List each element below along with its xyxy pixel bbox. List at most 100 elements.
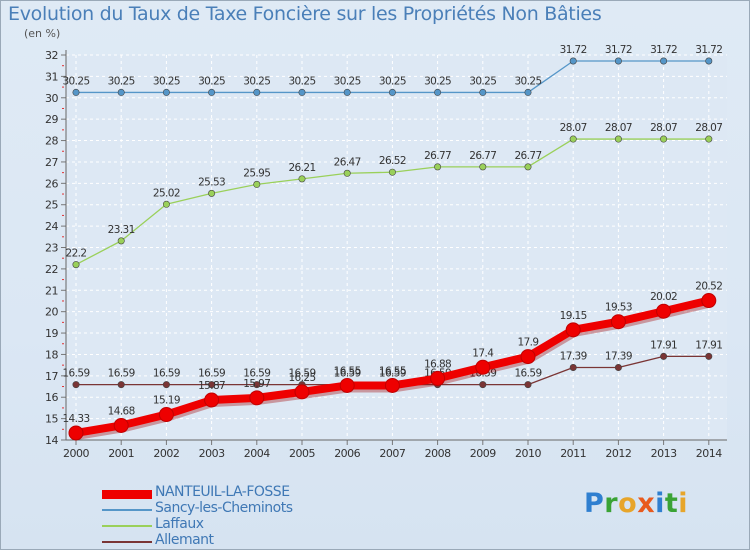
y-tick-label: 16 <box>45 391 58 404</box>
data-point <box>298 175 306 183</box>
data-point <box>117 237 125 245</box>
legend-item-nanteuil[interactable]: NANTEUIL-LA-FOSSE <box>102 484 362 502</box>
data-label: 14.33 <box>62 413 89 425</box>
data-point <box>162 88 170 96</box>
data-point <box>113 417 129 433</box>
data-label: 28.07 <box>605 122 632 134</box>
data-label: 16.88 <box>424 358 451 370</box>
data-label: 31.72 <box>695 44 722 56</box>
data-point <box>660 352 668 360</box>
data-point <box>117 88 125 96</box>
data-point <box>294 384 310 400</box>
data-label: 30.25 <box>198 75 225 87</box>
logo-letter: x <box>637 488 656 519</box>
logo-letter: o <box>618 488 638 519</box>
legend-label: Allemant <box>155 532 214 548</box>
data-label: 16.59 <box>379 368 406 380</box>
logo-letter: r <box>604 488 619 519</box>
data-label: 20.52 <box>695 281 722 293</box>
data-label: 26.47 <box>334 156 361 168</box>
data-point <box>610 314 626 330</box>
y-tick-label: 15 <box>45 413 58 426</box>
x-tick-label: 2002 <box>153 447 179 460</box>
y-tick-label: 32 <box>45 49 58 62</box>
data-label: 26.52 <box>379 155 406 167</box>
y-tick-label: 18 <box>45 348 58 361</box>
y-tick-label: 24 <box>45 220 58 233</box>
x-tick-label: 2013 <box>651 447 677 460</box>
data-label: 26.77 <box>424 150 451 162</box>
data-label: 16.59 <box>108 368 135 380</box>
data-label: 16.59 <box>198 368 225 380</box>
data-point <box>388 168 396 176</box>
data-label: 30.25 <box>469 75 496 87</box>
y-tick-label: 20 <box>45 306 58 319</box>
y-tick-label: 25 <box>45 199 58 212</box>
logo-letter: i <box>678 488 689 519</box>
data-point <box>524 163 532 171</box>
y-tick-label: 21 <box>45 284 58 297</box>
y-tick-label: 30 <box>45 92 58 105</box>
legend-item-laffaux[interactable]: Laffaux <box>102 516 362 534</box>
data-label: 16.59 <box>243 368 270 380</box>
proxiti-logo: Proxiti <box>584 488 688 519</box>
data-point <box>475 359 491 375</box>
y-tick-label: 26 <box>45 177 58 190</box>
data-label: 17.4 <box>472 347 494 359</box>
data-point <box>705 57 713 65</box>
data-label: 16.59 <box>334 368 361 380</box>
data-point <box>208 381 216 389</box>
data-label: 16.55 <box>334 365 361 377</box>
data-label: 30.25 <box>334 75 361 87</box>
legend-swatch-nanteuil <box>102 490 152 499</box>
legend-item-allemant[interactable]: Allemant <box>102 532 362 550</box>
data-point <box>660 57 668 65</box>
legend: NANTEUIL-LA-FOSSE Sancy-les-Cheminots La… <box>102 484 362 550</box>
data-label: 17.91 <box>695 339 722 351</box>
data-label: 20.02 <box>650 291 677 303</box>
data-point <box>388 88 396 96</box>
y-tick-label: 29 <box>45 113 58 126</box>
x-tick-label: 2006 <box>334 447 360 460</box>
data-point <box>520 349 536 365</box>
legend-swatch-allemant <box>102 541 152 543</box>
data-label: 19.15 <box>560 310 587 322</box>
legend-label: Laffaux <box>155 516 204 532</box>
data-label: 31.72 <box>650 44 677 56</box>
data-point <box>705 135 713 143</box>
data-label: 26.77 <box>514 150 541 162</box>
data-point <box>524 381 532 389</box>
data-point <box>208 189 216 197</box>
x-tick-label: 2014 <box>696 447 722 460</box>
data-label: 30.25 <box>424 75 451 87</box>
data-point <box>204 392 220 408</box>
data-label: 14.68 <box>108 405 135 417</box>
y-tick-label: 27 <box>45 156 58 169</box>
logo-letter: t <box>664 488 679 519</box>
data-point <box>249 390 265 406</box>
data-point <box>253 180 261 188</box>
data-label: 28.07 <box>650 122 677 134</box>
data-label: 28.07 <box>560 122 587 134</box>
data-point <box>614 363 622 371</box>
data-point <box>705 352 713 360</box>
data-point <box>343 88 351 96</box>
data-label: 31.72 <box>560 44 587 56</box>
legend-item-sancy[interactable]: Sancy-les-Cheminots <box>102 500 362 518</box>
legend-swatch-sancy <box>102 509 152 511</box>
data-point <box>430 370 446 386</box>
legend-swatch-laffaux <box>102 525 152 527</box>
data-label: 25.95 <box>243 167 270 179</box>
data-point <box>162 381 170 389</box>
data-label: 28.07 <box>695 122 722 134</box>
data-point <box>524 88 532 96</box>
data-label: 16.59 <box>514 368 541 380</box>
y-tick-label: 17 <box>45 370 58 383</box>
x-tick-label: 2011 <box>560 447 586 460</box>
data-point <box>565 322 581 338</box>
logo-letter: i <box>655 488 665 519</box>
data-point <box>253 88 261 96</box>
y-axis-unit-label: (en %) <box>24 27 61 40</box>
x-tick-label: 2004 <box>244 447 270 460</box>
